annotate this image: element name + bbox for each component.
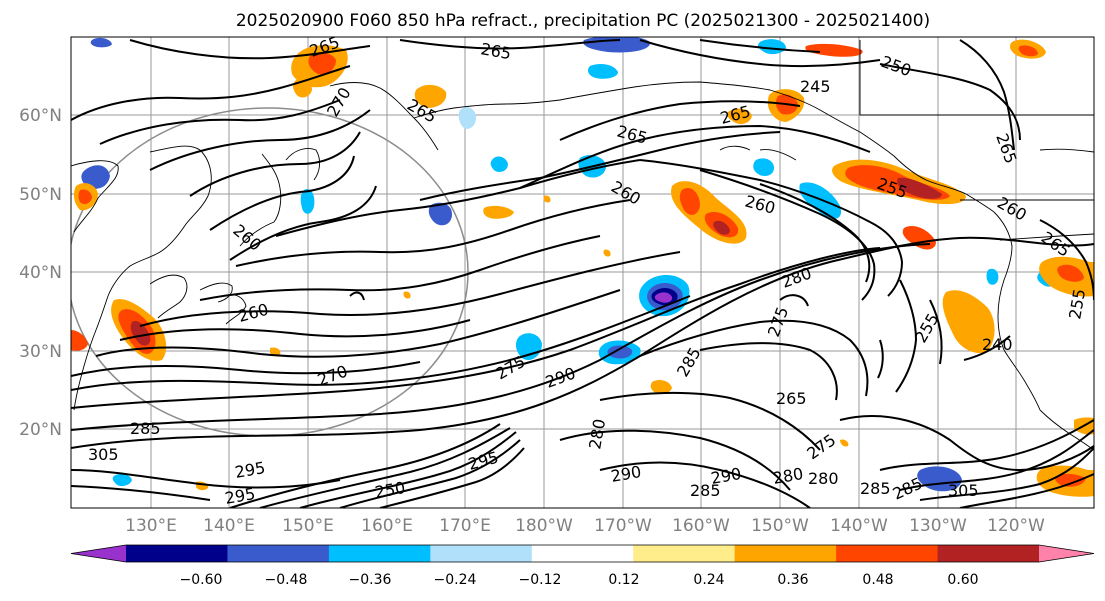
refractivity-contours — [71, 39, 1094, 508]
contour-label: 305 — [88, 445, 119, 464]
lat-label: 20°N — [19, 420, 62, 440]
map-title: 2025020900 F060 850 hPa refract., precip… — [236, 11, 930, 31]
colorbar-label: −0.48 — [265, 572, 308, 588]
colorbar-segment — [836, 545, 939, 562]
lat-label: 50°N — [19, 185, 62, 205]
colorbar-label: 0.60 — [947, 572, 978, 588]
lon-label: 170°E — [439, 516, 491, 536]
lon-label: 120°W — [987, 516, 1045, 536]
contour-label: 240 — [982, 335, 1013, 354]
lon-label: 170°W — [594, 516, 652, 536]
colorbar-segment — [126, 545, 228, 562]
contour-label: 305 — [948, 481, 979, 500]
colorbar-label: 0.36 — [777, 572, 808, 588]
lat-label: 60°N — [19, 106, 62, 126]
lon-label: 130°W — [909, 516, 967, 536]
contour-label: 285 — [690, 481, 721, 500]
colorbar-label: 0.24 — [693, 572, 724, 588]
colorbar-segment — [1039, 545, 1094, 562]
colorbar-label: −0.24 — [434, 572, 477, 588]
colorbar — [70, 544, 1095, 563]
lon-label: 130°E — [125, 516, 177, 536]
lon-label: 140°E — [203, 516, 255, 536]
colorbar-label: −0.60 — [180, 572, 223, 588]
precip-shading — [71, 37, 1094, 497]
lat-label: 40°N — [19, 263, 62, 283]
colorbar-labels: −0.60 −0.48 −0.36 −0.24 −0.12 0.12 0.24 … — [180, 572, 979, 588]
lon-label: 160°W — [672, 516, 730, 536]
lon-label: 180°W — [515, 516, 573, 536]
contour-label: 265 — [776, 389, 807, 408]
contour-label: 285 — [860, 479, 891, 498]
colorbar-segment — [633, 545, 736, 562]
contour-label: 285 — [130, 419, 161, 438]
longitude-labels: 130°E 140°E 150°E 160°E 170°E 180°W 170°… — [125, 516, 1045, 536]
colorbar-segment — [227, 545, 330, 562]
colorbar-label: −0.36 — [349, 572, 392, 588]
colorbar-label: −0.12 — [519, 572, 562, 588]
colorbar-outline — [70, 544, 1095, 563]
latitude-labels: 60°N 50°N 40°N 30°N 20°N — [19, 106, 62, 440]
colorbar-label: 0.48 — [862, 572, 893, 588]
colorbar-segment — [531, 545, 634, 562]
coastlines — [71, 40, 1094, 451]
contour-label: 245 — [800, 77, 831, 96]
colorbar-segment — [328, 545, 431, 562]
contour-label: 280 — [808, 469, 839, 488]
map-frame — [70, 36, 1095, 509]
colorbar-segment — [430, 545, 533, 562]
colorbar-segment — [937, 545, 1040, 562]
map-panel: 265 265 250 245 270 265 260 265 265 255 … — [71, 37, 1094, 508]
lat-label: 30°N — [19, 342, 62, 362]
lon-label: 150°E — [282, 516, 334, 536]
lon-label: 160°E — [361, 516, 413, 536]
colorbar-segment — [734, 545, 837, 562]
lon-label: 150°W — [751, 516, 809, 536]
lon-label: 140°W — [830, 516, 888, 536]
colorbar-label: 0.12 — [608, 572, 639, 588]
colorbar-segment — [71, 545, 126, 562]
